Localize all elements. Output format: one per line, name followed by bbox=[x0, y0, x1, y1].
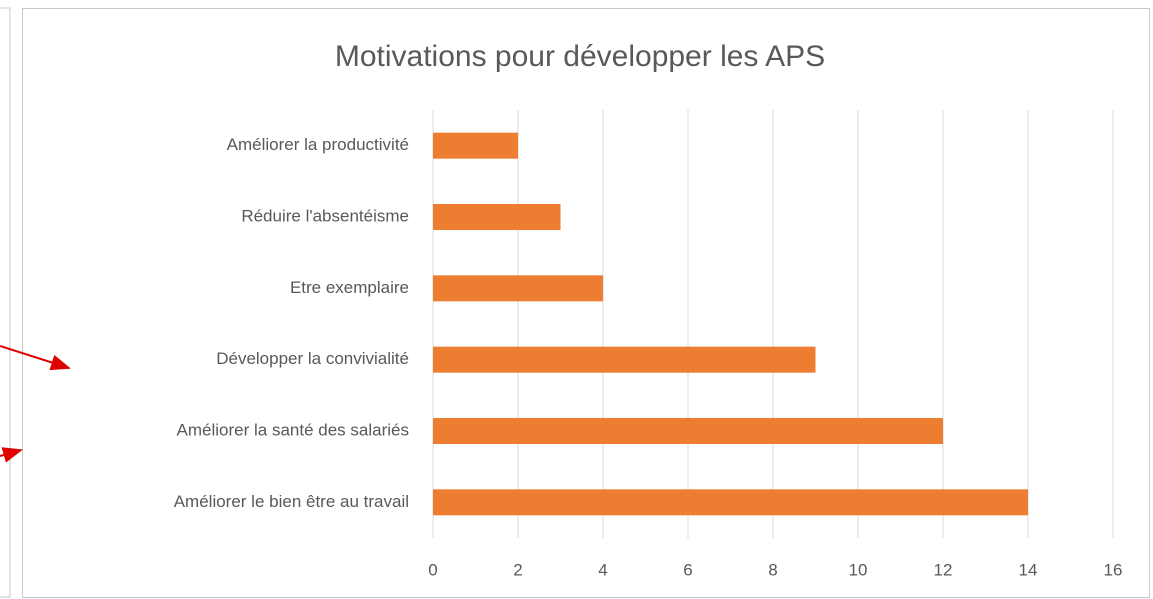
bar bbox=[433, 204, 561, 230]
x-tick-label: 8 bbox=[768, 560, 777, 579]
x-tick-label: 0 bbox=[428, 560, 437, 579]
x-tick-label: 12 bbox=[934, 560, 953, 579]
chart-title: Motivations pour développer les APS bbox=[335, 40, 825, 73]
x-tick-label: 10 bbox=[849, 560, 868, 579]
y-tick-label: Améliorer la productivité bbox=[227, 135, 409, 154]
x-tick-label: 2 bbox=[513, 560, 522, 579]
x-tick-label: 14 bbox=[1019, 560, 1038, 579]
y-tick-label: Améliorer la santé des salariés bbox=[177, 420, 409, 439]
arrow bbox=[0, 345, 71, 371]
plot: 0 2 4 6 8 10 12 14 16 Améliorer la productivité Ré… bbox=[174, 110, 1123, 579]
x-tick-label: 16 bbox=[1104, 560, 1123, 579]
y-tick-label: Développer la convivialité bbox=[216, 349, 409, 368]
bar bbox=[433, 489, 1028, 516]
bar bbox=[433, 418, 943, 444]
arrow bbox=[0, 447, 23, 463]
y-tick-label: Réduire l'absentéisme bbox=[241, 206, 409, 225]
x-tick-label: 4 bbox=[598, 560, 607, 579]
y-tick-label: Améliorer le bien être au travail bbox=[174, 492, 409, 511]
bar bbox=[433, 275, 603, 302]
bar bbox=[433, 132, 518, 159]
y-tick-label: Etre exemplaire bbox=[290, 278, 409, 297]
side-panel bbox=[0, 7, 11, 598]
bar bbox=[433, 346, 816, 373]
x-tick-label: 6 bbox=[683, 560, 692, 579]
